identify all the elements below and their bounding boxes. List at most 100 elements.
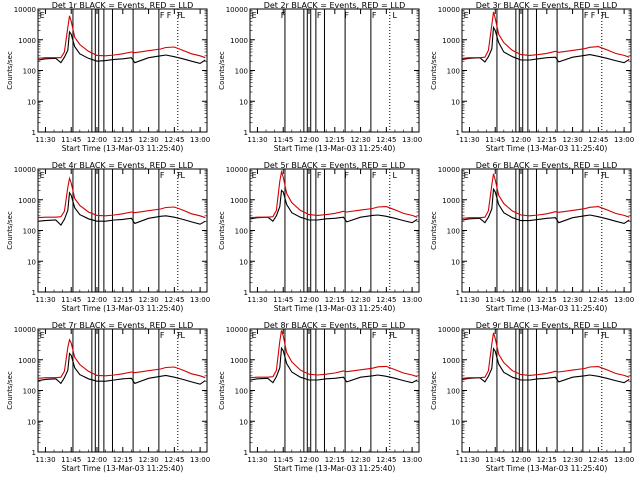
x-axis-label: Start Time (13-Mar-03 11:25:40) <box>274 144 396 153</box>
y-tick-label: 10000 <box>14 326 36 334</box>
y-tick-label: 10 <box>239 98 248 106</box>
x-tick-label: 11:45 <box>485 136 505 144</box>
series-lld-line <box>462 173 630 219</box>
flag-marker-1: E <box>40 331 45 340</box>
plot-frame <box>461 8 632 133</box>
x-tick-label: 12:30 <box>562 296 582 304</box>
x-axis-label: Start Time (13-Mar-03 11:25:40) <box>486 464 608 473</box>
x-tick-label: 12:00 <box>87 136 107 144</box>
x-tick-label: 12:15 <box>537 456 557 464</box>
y-axis-label: Counts/sec <box>218 371 226 410</box>
series-lld-line <box>250 169 418 219</box>
plot-frame <box>37 168 208 293</box>
x-tick-label: 12:30 <box>350 296 370 304</box>
flag-marker-2: F <box>317 171 322 180</box>
panel-title: Det 3r BLACK = Events, RED = LLD <box>476 1 618 10</box>
y-tick-label: 1 <box>456 289 460 297</box>
series-lld-line <box>38 15 206 59</box>
flag-marker-4: L <box>393 331 398 340</box>
flag-marker-4: L <box>181 171 186 180</box>
x-tick-label: 12:15 <box>113 296 133 304</box>
panel-title: Det 7r BLACK = Events, RED = LLD <box>52 321 194 330</box>
series-lld-line <box>462 332 630 379</box>
flag-marker-2: F <box>160 331 165 340</box>
x-axis-label: Start Time (13-Mar-03 11:25:40) <box>486 304 608 313</box>
x-tick-label: 12:30 <box>350 136 370 144</box>
x-tick-label: 12:45 <box>164 296 184 304</box>
x-tick-label: 12:45 <box>376 136 396 144</box>
x-axis-label: Start Time (13-Mar-03 11:25:40) <box>274 464 396 473</box>
x-tick-label: 12:15 <box>537 136 557 144</box>
y-tick-label: 1 <box>456 129 460 137</box>
x-tick-label: 11:45 <box>273 136 293 144</box>
series-lld-line <box>38 338 206 379</box>
y-tick-label: 1000 <box>230 197 248 205</box>
y-tick-label: 10000 <box>226 166 248 174</box>
y-tick-label: 100 <box>235 228 248 236</box>
x-tick-label: 12:15 <box>325 296 345 304</box>
x-tick-label: 11:30 <box>35 296 55 304</box>
y-tick-label: 1000 <box>230 37 248 45</box>
y-tick-label: 1000 <box>18 197 36 205</box>
x-tick-label: 12:30 <box>138 456 158 464</box>
plot-frame <box>461 168 632 293</box>
x-tick-label: 13:00 <box>190 456 210 464</box>
flag-marker-5: F <box>372 11 377 20</box>
y-tick-label: 10 <box>27 98 36 106</box>
x-tick-label: 11:45 <box>61 456 81 464</box>
series-events-line <box>38 191 206 226</box>
series-events-line <box>250 346 418 384</box>
panel-title: Det 2r BLACK = Events, RED = LLD <box>264 1 406 10</box>
y-tick-label: 10000 <box>438 326 460 334</box>
y-tick-label: 1 <box>32 289 36 297</box>
y-tick-label: 1000 <box>442 37 460 45</box>
flag-marker-3: F <box>167 11 172 20</box>
panel-title: Det 5r BLACK = Events, RED = LLD <box>264 161 406 170</box>
x-tick-label: 12:45 <box>376 456 396 464</box>
x-tick-label: 11:30 <box>459 456 479 464</box>
y-tick-label: 1000 <box>442 357 460 365</box>
flag-marker-1: E <box>40 11 45 20</box>
y-tick-label: 1000 <box>18 37 36 45</box>
y-axis-label: Counts/sec <box>430 371 438 410</box>
series-lld-line <box>250 330 418 379</box>
y-axis-label: Counts/sec <box>6 211 14 250</box>
y-tick-label: 10 <box>239 418 248 426</box>
plot-frame <box>37 328 208 453</box>
plot-frame <box>461 328 632 453</box>
flag-marker-1: E <box>464 331 469 340</box>
x-tick-label: 11:30 <box>247 136 267 144</box>
series-events-line <box>462 187 630 224</box>
flag-marker-3: F <box>317 11 322 20</box>
x-axis-label: Start Time (13-Mar-03 11:25:40) <box>274 304 396 313</box>
y-tick-label: 100 <box>23 388 36 396</box>
x-tick-label: 13:00 <box>402 456 422 464</box>
flag-marker-2: F <box>281 11 286 20</box>
y-axis-label: Counts/sec <box>6 51 14 90</box>
y-tick-label: 100 <box>447 68 460 76</box>
x-tick-label: 12:15 <box>113 456 133 464</box>
flag-marker-1: E <box>252 171 257 180</box>
flag-marker-3: F <box>344 171 349 180</box>
flag-marker-1: E <box>40 171 45 180</box>
y-tick-label: 10 <box>451 418 460 426</box>
y-tick-label: 1 <box>244 289 248 297</box>
series-events-line <box>250 189 418 224</box>
x-tick-label: 12:00 <box>511 136 531 144</box>
x-tick-label: 11:30 <box>35 136 55 144</box>
x-tick-label: 12:15 <box>325 136 345 144</box>
y-axis-label: Counts/sec <box>430 211 438 250</box>
plot-frame <box>37 8 208 133</box>
x-tick-label: 12:30 <box>350 456 370 464</box>
flag-marker-2: F <box>160 171 165 180</box>
y-tick-label: 1 <box>32 449 36 457</box>
x-tick-label: 11:30 <box>459 136 479 144</box>
x-tick-label: 12:00 <box>511 296 531 304</box>
flag-marker-2: F <box>160 11 165 20</box>
flag-marker-5: L <box>393 171 398 180</box>
x-tick-label: 11:45 <box>61 136 81 144</box>
x-tick-label: 13:00 <box>614 456 634 464</box>
y-tick-label: 100 <box>235 68 248 76</box>
